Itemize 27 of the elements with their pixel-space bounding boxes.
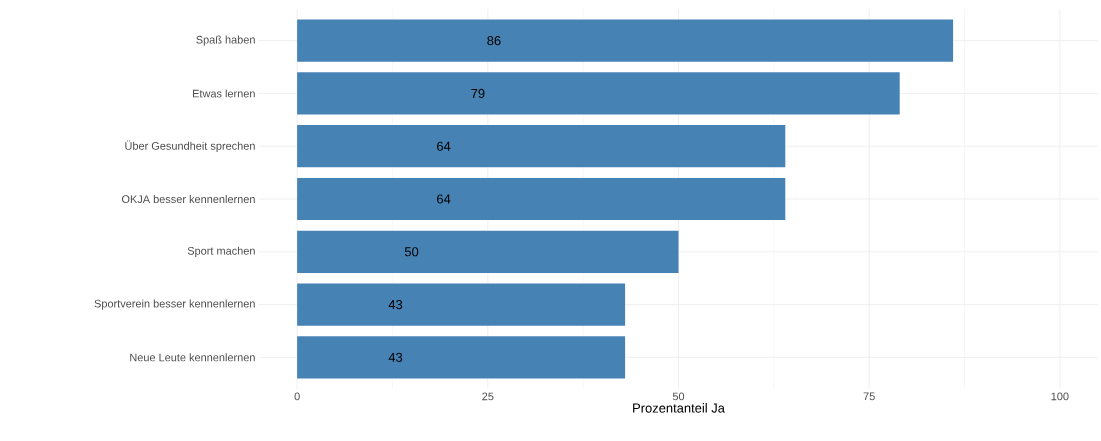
- y-tick-label: Neue Leute kennenlernen: [130, 353, 255, 362]
- data-label: 43: [388, 299, 403, 310]
- data-label: 79: [471, 88, 485, 99]
- data-label: 43: [388, 352, 403, 362]
- data-label: 64: [437, 141, 451, 151]
- x-tick-label: 75: [863, 392, 875, 401]
- y-tick-label: Etwas lernen: [193, 89, 255, 98]
- bar: [297, 72, 900, 115]
- x-tick-label: 100: [1051, 392, 1069, 401]
- y-tick-label: Sportverein besser kennenlernen: [94, 299, 255, 310]
- x-tick-label: 25: [482, 392, 494, 401]
- data-label: 64: [437, 194, 451, 204]
- x-axis-title: Prozentanteil Ja: [633, 403, 725, 413]
- x-tick-label: 50: [672, 392, 685, 401]
- data-label: 86: [487, 36, 501, 46]
- y-tick-label: Über Gesundheit sprechen: [125, 140, 255, 152]
- y-tick-label: Spaß haben: [196, 35, 255, 46]
- bar: [297, 336, 626, 379]
- bar: [297, 19, 954, 62]
- x-tick-label: 0: [294, 392, 300, 401]
- y-tick-label: Sport machen: [187, 246, 255, 257]
- bar: [297, 230, 679, 273]
- bar: [297, 125, 786, 168]
- bar: [297, 283, 626, 326]
- data-label: 50: [404, 247, 419, 257]
- bar: [297, 177, 786, 221]
- y-tick-label: OKJA besser kennenlernen: [121, 194, 255, 204]
